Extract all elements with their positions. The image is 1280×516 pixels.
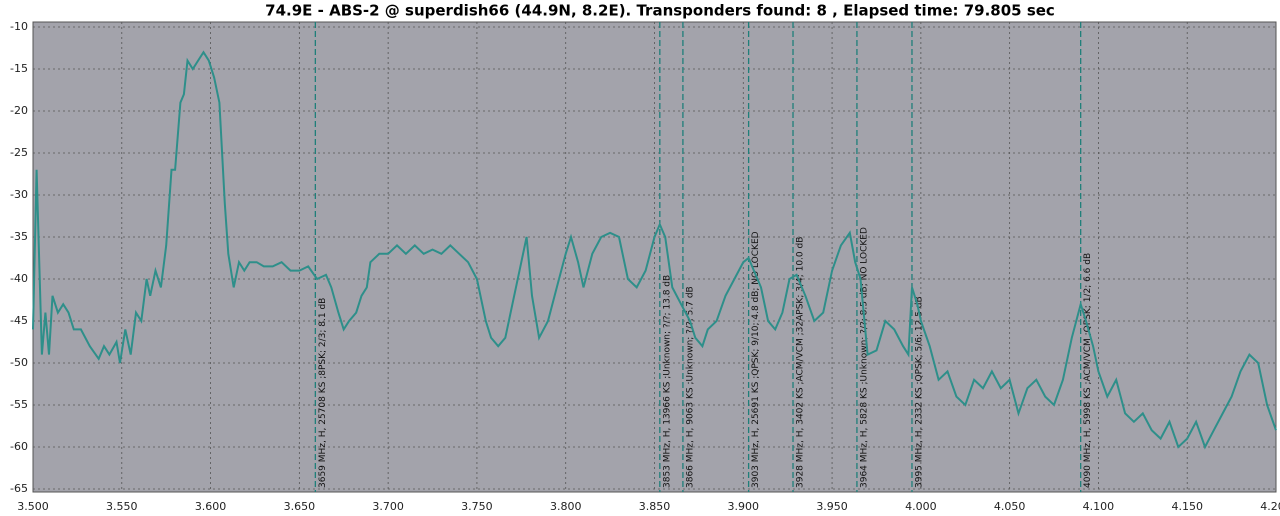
x-tick-label: 3.750 bbox=[461, 500, 493, 513]
x-tick-label: 3.950 bbox=[816, 500, 848, 513]
x-tick-label: 3.800 bbox=[550, 500, 582, 513]
x-tick-label: 4.200 bbox=[1260, 500, 1280, 513]
transponder-label: 3964 MHz, H, 5828 KS ;Unknown; ?/?; 8.5 … bbox=[859, 227, 869, 488]
y-tick-label: -15 bbox=[10, 62, 28, 75]
y-tick-label: -40 bbox=[10, 272, 28, 285]
transponder-label: 3853 MHz, H, 13966 KS ;Unknown; ?/?; 13.… bbox=[662, 275, 672, 488]
x-tick-label: 3.550 bbox=[106, 500, 138, 513]
y-tick-label: -35 bbox=[10, 230, 28, 243]
x-tick-label: 4.100 bbox=[1083, 500, 1115, 513]
transponder-label: 4090 MHz, H, 5998 KS ;ACM/VCM ;QPSK; 1/2… bbox=[1083, 253, 1093, 488]
y-tick-label: -45 bbox=[10, 314, 28, 327]
x-tick-label: 3.650 bbox=[284, 500, 316, 513]
transponder-label: 3995 MHz, H, 2332 KS ;QPSK; 5/6; 12.5 dB bbox=[914, 296, 924, 488]
x-tick-label: 3.500 bbox=[17, 500, 49, 513]
y-tick-label: -20 bbox=[10, 104, 28, 117]
y-tick-label: -60 bbox=[10, 440, 28, 453]
x-tick-label: 3.900 bbox=[728, 500, 760, 513]
transponder-label: 3866 MHz, H, 9063 KS ;Unknown; ?/?; 5.7 … bbox=[685, 286, 695, 488]
chart-title: 74.9E - ABS-2 @ superdish66 (44.9N, 8.2E… bbox=[265, 2, 1055, 20]
y-tick-label: -25 bbox=[10, 146, 28, 159]
transponder-label: 3659 MHz, H, 25708 KS ;8PSK; 2/3; 8.1 dB bbox=[318, 298, 328, 488]
y-tick-label: -50 bbox=[10, 356, 28, 369]
x-tick-label: 4.150 bbox=[1171, 500, 1203, 513]
x-tick-label: 4.050 bbox=[994, 500, 1026, 513]
y-tick-label: -10 bbox=[10, 20, 28, 33]
y-tick-label: -65 bbox=[10, 482, 28, 495]
x-tick-label: 3.700 bbox=[372, 500, 404, 513]
transponder-label: 3928 MHz, H, 3402 KS ;ACM/VCM ;32APSK; 3… bbox=[796, 237, 806, 488]
spectrum-line bbox=[32, 50, 1277, 450]
y-tick-label: -55 bbox=[10, 398, 28, 411]
x-tick-label: 3.600 bbox=[195, 500, 227, 513]
transponder-label: 3903 MHz, H, 25691 KS ;QPSK; 9/10; 4.8 d… bbox=[751, 231, 761, 488]
y-tick-label: -30 bbox=[10, 188, 28, 201]
x-tick-label: 3.850 bbox=[639, 500, 671, 513]
x-tick-label: 4.000 bbox=[905, 500, 937, 513]
